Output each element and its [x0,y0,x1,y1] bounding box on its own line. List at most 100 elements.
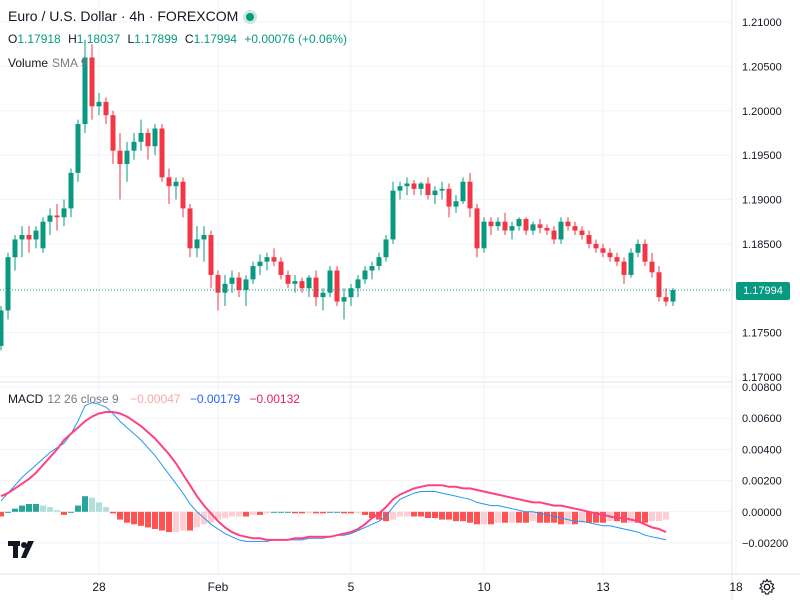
candle-body[interactable] [47,215,53,222]
candle-body[interactable] [229,277,235,284]
candle-body[interactable] [558,221,564,240]
candle-body[interactable] [642,243,648,262]
candle-body[interactable] [5,257,11,311]
candle-body[interactable] [334,270,340,302]
candle-body[interactable] [117,150,123,164]
candle-body[interactable] [138,132,144,142]
candle-body[interactable] [663,297,669,302]
candle-body[interactable] [208,235,214,275]
candle-body[interactable] [593,243,599,249]
candle-body[interactable] [187,208,193,249]
candle-body[interactable] [299,281,305,289]
candle-body[interactable] [390,190,396,240]
candle-body[interactable] [124,150,130,164]
candle-body[interactable] [306,277,312,289]
candle-body[interactable] [180,181,186,209]
candle-body[interactable] [502,221,508,231]
candle-body[interactable] [194,239,200,249]
candle-body[interactable] [236,277,242,291]
candle-body[interactable] [355,279,361,289]
candle-body[interactable] [40,221,46,249]
candle-body[interactable] [670,290,676,302]
candle-body[interactable] [586,235,592,244]
candle-body[interactable] [432,190,438,196]
candle-body[interactable] [173,181,179,187]
candle-body[interactable] [222,283,228,293]
candle-body[interactable] [551,230,557,240]
macd-legend[interactable]: MACD 12 26 close 9 −0.00047 −0.00179 −0.0… [8,392,300,406]
candle-body[interactable] [411,183,417,189]
candle-body[interactable] [467,181,473,209]
candle-body[interactable] [68,172,74,209]
tradingview-logo-icon[interactable] [8,538,38,564]
candle-body[interactable] [649,261,655,273]
candle-body[interactable] [327,270,333,293]
macd-axis[interactable]: 0.00800 0.00600 0.00400 0.00200 0.00000 −0.00… [742,382,788,550]
candle-body[interactable] [152,128,158,147]
candle-body[interactable] [257,261,263,267]
candle-body[interactable] [425,183,431,196]
candle-body[interactable] [565,221,571,227]
candle-body[interactable] [488,221,494,227]
candle-body[interactable] [572,226,578,231]
candle-body[interactable] [418,183,424,189]
candle-body[interactable] [166,177,172,187]
candle-body[interactable] [600,248,606,253]
candle-body[interactable] [103,101,109,116]
candle-body[interactable] [33,230,39,240]
candle-body[interactable] [607,252,613,258]
candle-body[interactable] [278,261,284,275]
candle-body[interactable] [579,230,585,235]
candle-body[interactable] [509,226,515,231]
candle-body[interactable] [362,270,368,280]
candle-body[interactable] [96,101,102,107]
candle-body[interactable] [453,201,459,207]
candle-body[interactable] [243,279,249,291]
candle-body[interactable] [110,115,116,151]
symbol-header[interactable]: Euro / U.S. Dollar · 4h · FOREXCOM [8,8,255,24]
candle-series[interactable] [0,39,676,351]
candle-body[interactable] [495,221,501,227]
candle-body[interactable] [82,57,88,125]
candle-body[interactable] [341,297,347,302]
symbol-title[interactable]: Euro / U.S. Dollar · 4h · FOREXCOM [8,8,239,24]
candle-body[interactable] [523,219,529,231]
candle-body[interactable] [635,243,641,253]
candle-body[interactable] [26,235,32,240]
candle-body[interactable] [544,227,550,231]
candle-body[interactable] [320,292,326,298]
candle-body[interactable] [61,208,67,218]
candle-body[interactable] [19,235,25,240]
candle-body[interactable] [516,219,522,227]
candle-body[interactable] [397,186,403,191]
price-axis[interactable]: 1.21000 1.20500 1.20000 1.19500 1.19000 1.185… [742,17,782,384]
candle-body[interactable] [131,141,137,151]
candle-body[interactable] [383,239,389,258]
candle-body[interactable] [271,257,277,262]
candle-body[interactable] [348,288,354,298]
settings-gear-icon[interactable] [758,578,776,596]
candle-body[interactable] [0,310,4,346]
candle-body[interactable] [460,181,466,202]
candle-body[interactable] [12,239,18,258]
candle-body[interactable] [250,266,256,280]
candle-body[interactable] [159,128,165,178]
candle-body[interactable] [264,257,270,262]
candle-body[interactable] [621,261,627,275]
candle-body[interactable] [145,132,151,147]
candle-body[interactable] [614,257,620,262]
candle-body[interactable] [369,266,375,271]
candle-body[interactable] [75,124,81,173]
candle-body[interactable] [285,274,291,284]
candle-body[interactable] [656,272,662,298]
candle-body[interactable] [54,215,60,218]
candle-body[interactable] [439,188,445,191]
candle-body[interactable] [481,221,487,249]
candle-body[interactable] [313,277,319,298]
candle-body[interactable] [89,57,95,107]
candle-body[interactable] [215,274,221,293]
volume-legend[interactable]: Volume SMA 9 [8,56,87,70]
candle-body[interactable] [474,208,480,249]
candle-body[interactable] [376,257,382,267]
candle-body[interactable] [530,224,536,231]
